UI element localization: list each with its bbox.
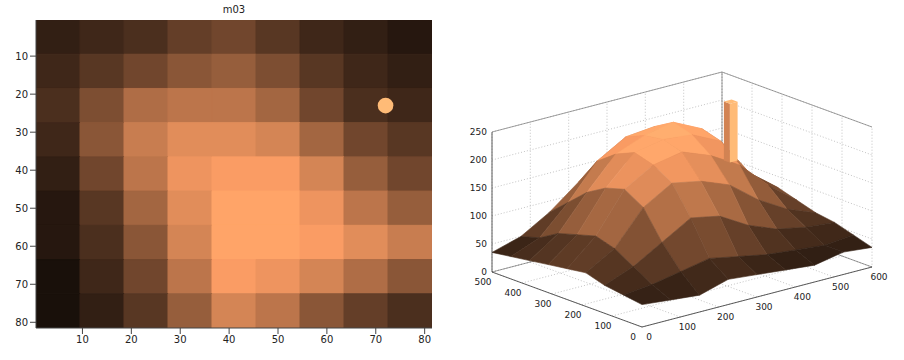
svg-text:10: 10 [76,334,89,345]
svg-text:20: 20 [125,334,138,345]
svg-text:50: 50 [15,203,28,214]
svg-text:30: 30 [174,334,187,345]
html-text:m03: m03 [222,4,246,15]
svg-text:200: 200 [470,155,487,165]
svg-text:40: 40 [15,165,28,176]
svg-text:100: 100 [679,322,696,332]
svg-text:50: 50 [476,239,488,249]
svg-text:600: 600 [870,272,887,282]
svg-text:200: 200 [717,312,734,322]
svg-text:80: 80 [15,317,28,328]
svg-text:20: 20 [15,89,28,100]
svg-text:250: 250 [470,127,487,137]
svg-text:60: 60 [321,334,334,345]
svg-text:100: 100 [594,321,611,331]
svg-text:0: 0 [630,332,636,342]
svg-text:70: 70 [369,334,382,345]
svg-text:300: 300 [534,299,551,309]
svg-text:100: 100 [470,211,487,221]
svg-text:0: 0 [646,332,652,342]
svg-text:500: 500 [832,282,849,292]
svg-text:10: 10 [15,51,28,62]
svg-text:400: 400 [794,292,811,302]
svg-text:300: 300 [755,302,772,312]
svg-text:50: 50 [272,334,285,345]
svg-text:40: 40 [223,334,236,345]
svg-text:30: 30 [15,127,28,138]
svg-text:400: 400 [504,288,521,298]
svg-text:80: 80 [418,334,431,345]
svg-text:500: 500 [474,277,491,287]
svg-text:0: 0 [481,267,487,277]
svg-text:70: 70 [15,279,28,290]
svg-text:150: 150 [470,183,487,193]
svg-text:200: 200 [564,310,581,320]
svg-text:60: 60 [15,241,28,252]
